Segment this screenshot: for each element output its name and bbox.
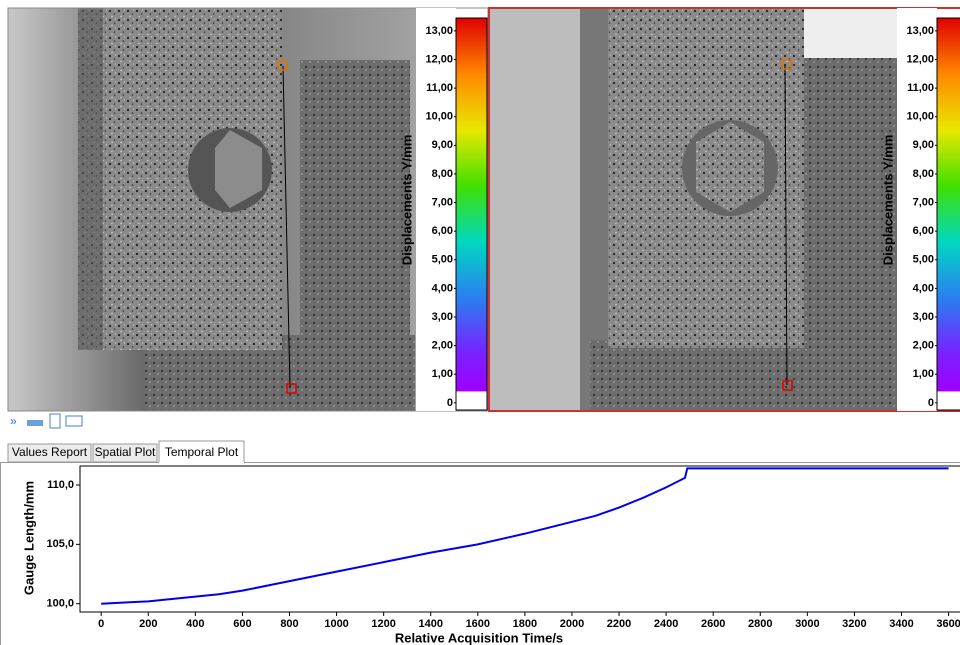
x-tick-label: 2000	[560, 618, 584, 630]
left-image	[8, 8, 456, 420]
x-tick-label: 3400	[889, 618, 913, 630]
colorbar-tick-label: 7,00	[913, 196, 934, 208]
colorbar-tick-label: 4,00	[913, 282, 934, 294]
x-tick-label: 200	[139, 618, 157, 630]
x-tick-label: 600	[233, 618, 251, 630]
x-tick-label: 800	[280, 618, 298, 630]
x-tick-label: 2400	[654, 618, 678, 630]
colorbar-tick-label: 9,00	[432, 139, 453, 151]
colorbar-tick-label: 12,00	[425, 53, 453, 65]
colorbar-tick-label: 10,00	[425, 111, 453, 123]
y-axis-label: Gauge Length/mm	[21, 481, 36, 595]
colorbar-tick-label: 4,00	[432, 282, 453, 294]
colorbar-tick-label: 3,00	[913, 311, 934, 323]
colorbar-tick-label: 10,00	[906, 111, 934, 123]
colorbar-tick-label: 13,00	[425, 25, 453, 37]
x-tick-label: 3600	[936, 618, 960, 630]
colorbar-tick-label: 13,00	[906, 25, 934, 37]
colorbar	[937, 18, 960, 391]
x-axis-label: Relative Acquisition Time/s	[395, 630, 563, 645]
tab-label[interactable]: Temporal Plot	[165, 445, 239, 459]
colorbar-tick-label: 8,00	[913, 168, 934, 180]
x-tick-label: 1000	[324, 618, 348, 630]
collapse-icon[interactable]: »	[10, 414, 17, 428]
colorbar-label: Displacements Y/mm	[880, 135, 895, 266]
page: » 0 1,00 2,00 3,00 4,00 5,00 6,00 7,00 8,00 9,00 1…	[0, 0, 960, 645]
colorbar-tick-label: 12,00	[906, 53, 934, 65]
colorbar-tick-label: 1,00	[913, 368, 934, 380]
colorbar-tick-label: 1,00	[432, 368, 453, 380]
colorbar-tick-label: 2,00	[432, 340, 453, 352]
y-tick-label: 100,0	[46, 598, 74, 610]
colorbar-tick-label: 5,00	[432, 254, 453, 266]
screen: » 0 1,00 2,00 3,00 4,00 5,00 6,00 7,00 8,00 9,00 1…	[0, 0, 960, 645]
y-tick-label: 110,0	[47, 479, 74, 491]
x-tick-label: 1400	[418, 618, 442, 630]
x-tick-label: 1800	[513, 618, 537, 630]
tab-label[interactable]: Values Report	[12, 445, 88, 459]
x-tick-label: 2200	[607, 618, 631, 630]
colorbar-tick-label: 11,00	[907, 82, 934, 94]
layout-icon[interactable]	[27, 420, 43, 426]
colorbar-tick-label: 5,00	[913, 254, 934, 266]
colorbar-tick-label: 3,00	[432, 311, 453, 323]
x-tick-label: 400	[186, 618, 204, 630]
colorbar-tick-label: 2,00	[913, 340, 934, 352]
x-tick-label: 3000	[795, 618, 819, 630]
x-tick-label: 1600	[466, 618, 490, 630]
layout-icon[interactable]	[50, 414, 60, 428]
colorbar	[456, 18, 487, 391]
x-tick-label: 2600	[701, 618, 725, 630]
colorbar-tick-label: 9,00	[913, 139, 934, 151]
colorbar-tick-label: 7,00	[432, 196, 453, 208]
colorbar-label: Displacements Y/mm	[399, 135, 414, 266]
x-tick-label: 1200	[371, 618, 395, 630]
colorbar-tick-label: 11,00	[426, 82, 453, 94]
y-tick-label: 105,0	[46, 538, 74, 550]
x-tick-label: 3200	[842, 618, 866, 630]
colorbar-tick-label: 0	[928, 397, 934, 409]
colorbar-tick-label: 8,00	[432, 168, 453, 180]
colorbar-tick-label: 6,00	[913, 225, 934, 237]
tab-label[interactable]: Spatial Plot	[95, 445, 156, 459]
colorbar-tick-label: 6,00	[432, 225, 453, 237]
x-tick-label: 0	[98, 618, 104, 630]
x-tick-label: 2800	[748, 618, 772, 630]
toolbar[interactable]: »	[10, 414, 82, 428]
plot-frame	[80, 466, 960, 612]
colorbar-tick-label: 0	[447, 397, 453, 409]
right-image	[490, 8, 936, 415]
layout-icon[interactable]	[66, 416, 82, 426]
